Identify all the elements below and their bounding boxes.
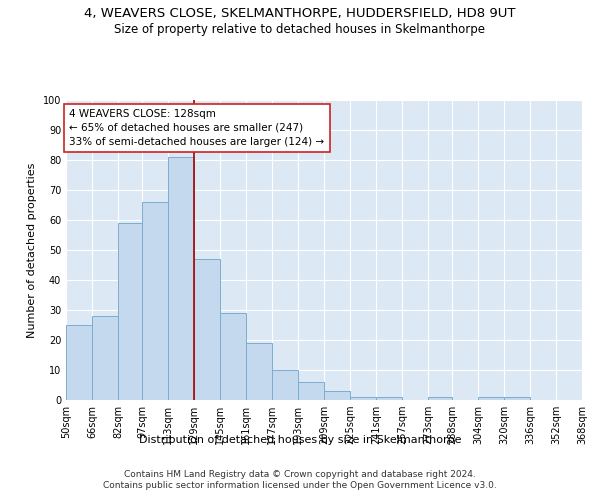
Text: Size of property relative to detached houses in Skelmanthorpe: Size of property relative to detached ho… bbox=[115, 22, 485, 36]
Bar bbox=[194, 259, 220, 400]
Bar bbox=[350, 397, 376, 400]
Bar bbox=[324, 391, 350, 400]
Text: Contains public sector information licensed under the Open Government Licence v3: Contains public sector information licen… bbox=[103, 481, 497, 490]
Bar bbox=[504, 397, 530, 400]
Bar bbox=[246, 343, 272, 400]
Bar bbox=[66, 325, 92, 400]
Bar bbox=[376, 397, 402, 400]
Bar bbox=[220, 313, 246, 400]
Y-axis label: Number of detached properties: Number of detached properties bbox=[27, 162, 37, 338]
Text: 4 WEAVERS CLOSE: 128sqm
← 65% of detached houses are smaller (247)
33% of semi-d: 4 WEAVERS CLOSE: 128sqm ← 65% of detache… bbox=[69, 109, 325, 147]
Text: 4, WEAVERS CLOSE, SKELMANTHORPE, HUDDERSFIELD, HD8 9UT: 4, WEAVERS CLOSE, SKELMANTHORPE, HUDDERS… bbox=[84, 8, 516, 20]
Bar bbox=[428, 397, 452, 400]
Bar bbox=[92, 316, 118, 400]
Bar bbox=[142, 202, 168, 400]
Text: Contains HM Land Registry data © Crown copyright and database right 2024.: Contains HM Land Registry data © Crown c… bbox=[124, 470, 476, 479]
Bar bbox=[272, 370, 298, 400]
Bar bbox=[298, 382, 324, 400]
Text: Distribution of detached houses by size in Skelmanthorpe: Distribution of detached houses by size … bbox=[139, 435, 461, 445]
Bar bbox=[118, 223, 142, 400]
Bar bbox=[478, 397, 504, 400]
Bar bbox=[168, 157, 194, 400]
